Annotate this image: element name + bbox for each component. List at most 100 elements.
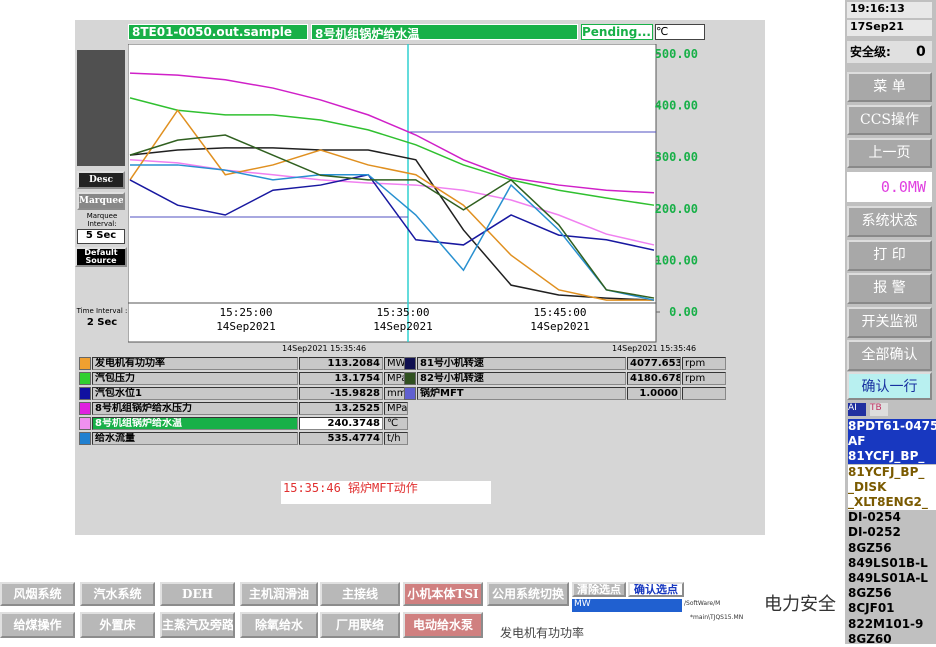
nav-button[interactable]: 风烟系统 — [0, 582, 75, 606]
desc-button[interactable]: Desc — [77, 171, 125, 189]
x-tick-label: 14Sep2021 — [216, 320, 276, 333]
row-name: 81号小机转速 — [417, 357, 626, 370]
row-unit — [682, 387, 726, 400]
nav-button[interactable]: 公用系统切换 — [487, 582, 569, 606]
row-color — [404, 357, 416, 370]
trend-line — [130, 164, 655, 301]
nav-button[interactable]: 小机本体TSI — [403, 582, 483, 606]
safety-value: 0 — [916, 44, 926, 60]
sidebar-button[interactable]: 开关监视 — [847, 306, 932, 338]
trend-chart: 500.00 400.00 300.00 200.00 100.00 0.00 15:25:… — [128, 44, 698, 343]
row-unit: rpm — [682, 357, 726, 370]
row-name: 8号机组锅炉给水压力 — [92, 402, 298, 415]
row-unit: t/h — [384, 432, 408, 445]
y-tick-label: 300.00 — [655, 150, 698, 164]
nav-button[interactable]: 外置床 — [80, 612, 155, 638]
nav-button[interactable]: 除氧给水 — [240, 612, 318, 638]
row-unit: MPa — [384, 402, 408, 415]
row-name: 给水流量 — [92, 432, 298, 445]
tab-tb[interactable]: TB — [870, 403, 888, 416]
x-tick-label: 14Sep2021 — [373, 320, 433, 333]
alarm-item[interactable]: 849LS01B-L — [848, 555, 928, 570]
sidebar-button[interactable]: 全部确认 — [847, 340, 932, 371]
alarm-item[interactable]: 8GZ56 — [848, 586, 892, 601]
path: /SoftWare/M — [684, 600, 721, 607]
marquee-interval-label: Marquee Interval: — [86, 212, 118, 228]
safety-label: 安全级: — [847, 41, 932, 63]
sidebar-button[interactable]: 系统状态 — [847, 206, 932, 237]
trend-line — [129, 97, 655, 206]
point-name: 发电机有功功率 — [500, 626, 585, 640]
sidebar-button[interactable]: 打 印 — [847, 239, 932, 271]
alarm-item[interactable]: AF — [848, 434, 936, 450]
tool-icons[interactable] — [77, 50, 125, 166]
nav-button[interactable]: 厂用联络 — [320, 612, 400, 638]
status: Pending... — [581, 24, 653, 40]
tag: 8TE01-0050.out.sample — [128, 24, 308, 40]
trend-line — [129, 147, 655, 301]
sidebar-button[interactable]: 报 警 — [847, 273, 932, 304]
row-value: 113.2084 — [299, 357, 383, 370]
default-source[interactable]: Default Source — [75, 247, 127, 267]
date: 17Sep21 — [847, 20, 932, 36]
row-color — [79, 372, 91, 385]
alarm-item[interactable]: 81YCFJ_BP_ — [848, 464, 936, 480]
alarm-item[interactable]: 8PDT61-0475 — [848, 419, 936, 434]
nav-button[interactable]: 汽水系统 — [80, 582, 155, 606]
x-tick-label: 15:45:00 — [534, 306, 587, 319]
alarm-item[interactable]: 822M101-9 — [848, 616, 924, 631]
alarm-item[interactable]: 849LS01A-L — [848, 571, 928, 585]
x-tick-label: 15:35:00 — [377, 306, 430, 319]
sidebar-button[interactable]: 上一页 — [847, 138, 932, 168]
row-value: 535.4774 — [299, 432, 383, 445]
nav-button[interactable]: 电动给水泵 — [403, 612, 483, 638]
clear-points[interactable]: 清除选点 — [572, 582, 626, 597]
row-value: 4077.6536 — [627, 357, 681, 370]
tab-ai[interactable]: AI — [848, 403, 866, 416]
alarm-message: 15:35:46 锅炉MFT动作 — [281, 481, 491, 504]
sidebar-button[interactable]: 菜 单 — [847, 72, 932, 102]
nav-button[interactable]: DEH — [160, 582, 235, 606]
point-unit: MW — [572, 599, 682, 612]
alarm-item[interactable]: _XLT8ENG2_ — [848, 495, 936, 510]
y-tick-label: 200.00 — [655, 202, 698, 216]
sidebar-button[interactable]: CCS操作 — [847, 105, 932, 135]
alarm-item[interactable]: _DISK — [848, 479, 936, 495]
row-unit: ℃ — [384, 417, 408, 430]
unit: ℃ — [655, 24, 705, 40]
marquee-interval[interactable]: 5 Sec — [77, 229, 125, 244]
nav-button[interactable]: 主蒸汽及旁路 — [160, 612, 235, 638]
alarm-item[interactable]: 8GZ56 — [848, 540, 892, 555]
confirm-points[interactable]: 确认选点 — [628, 582, 684, 597]
tag-desc: 8号机组锅炉给水温 — [311, 24, 578, 40]
nav-button[interactable]: 主机润滑油 — [240, 582, 318, 606]
row-value: 240.3748 — [299, 417, 383, 430]
row-color — [79, 432, 91, 445]
row-color — [79, 387, 91, 400]
row-value: 4180.6782 — [627, 372, 681, 385]
alarm-item[interactable]: DI-0252 — [848, 525, 901, 540]
timestamp: 14Sep2021 15:35:46 — [282, 344, 367, 353]
row-color — [79, 357, 91, 370]
confirm-row[interactable]: 确认一行 — [847, 372, 932, 400]
trend-line — [129, 134, 655, 299]
time-interval-label: Time Interval : — [76, 307, 128, 315]
alarm-item[interactable]: DI-0254 — [848, 510, 901, 525]
alarm-item[interactable]: 8CJF01 — [848, 601, 895, 616]
row-name: 汽包压力 — [92, 372, 298, 385]
marquee-button[interactable]: Marquee — [77, 192, 125, 210]
row-color — [79, 417, 91, 430]
alarm-item[interactable]: 8GZ60 — [848, 631, 892, 646]
row-color — [79, 402, 91, 415]
time-interval: 2 Sec — [86, 317, 118, 328]
row-value: 13.1754 — [299, 372, 383, 385]
nav-button[interactable]: 给煤操作 — [0, 612, 75, 638]
row-value: 1.0000 — [627, 387, 681, 400]
row-color — [404, 387, 416, 400]
nav-button[interactable]: 主接线 — [320, 582, 400, 606]
row-value: -15.9828 — [299, 387, 383, 400]
alarm-item[interactable]: 81YCFJ_BP_ — [848, 449, 936, 465]
power: 0.0MW — [847, 172, 932, 202]
y-tick-label: 100.00 — [655, 253, 698, 267]
